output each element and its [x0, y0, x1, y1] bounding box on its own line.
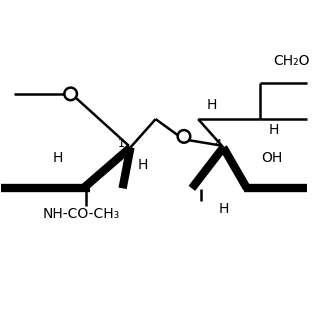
Circle shape: [64, 88, 77, 100]
Circle shape: [178, 130, 190, 143]
Text: H: H: [268, 123, 279, 137]
Text: CH₂O: CH₂O: [274, 54, 310, 68]
Text: 4: 4: [214, 139, 221, 149]
Text: H: H: [207, 98, 218, 112]
Text: 1: 1: [118, 139, 125, 149]
Text: OH: OH: [261, 151, 283, 165]
Text: H: H: [138, 158, 148, 172]
Text: NH-CO-CH₃: NH-CO-CH₃: [43, 206, 120, 220]
Text: H: H: [218, 202, 228, 216]
Text: H: H: [53, 151, 63, 165]
